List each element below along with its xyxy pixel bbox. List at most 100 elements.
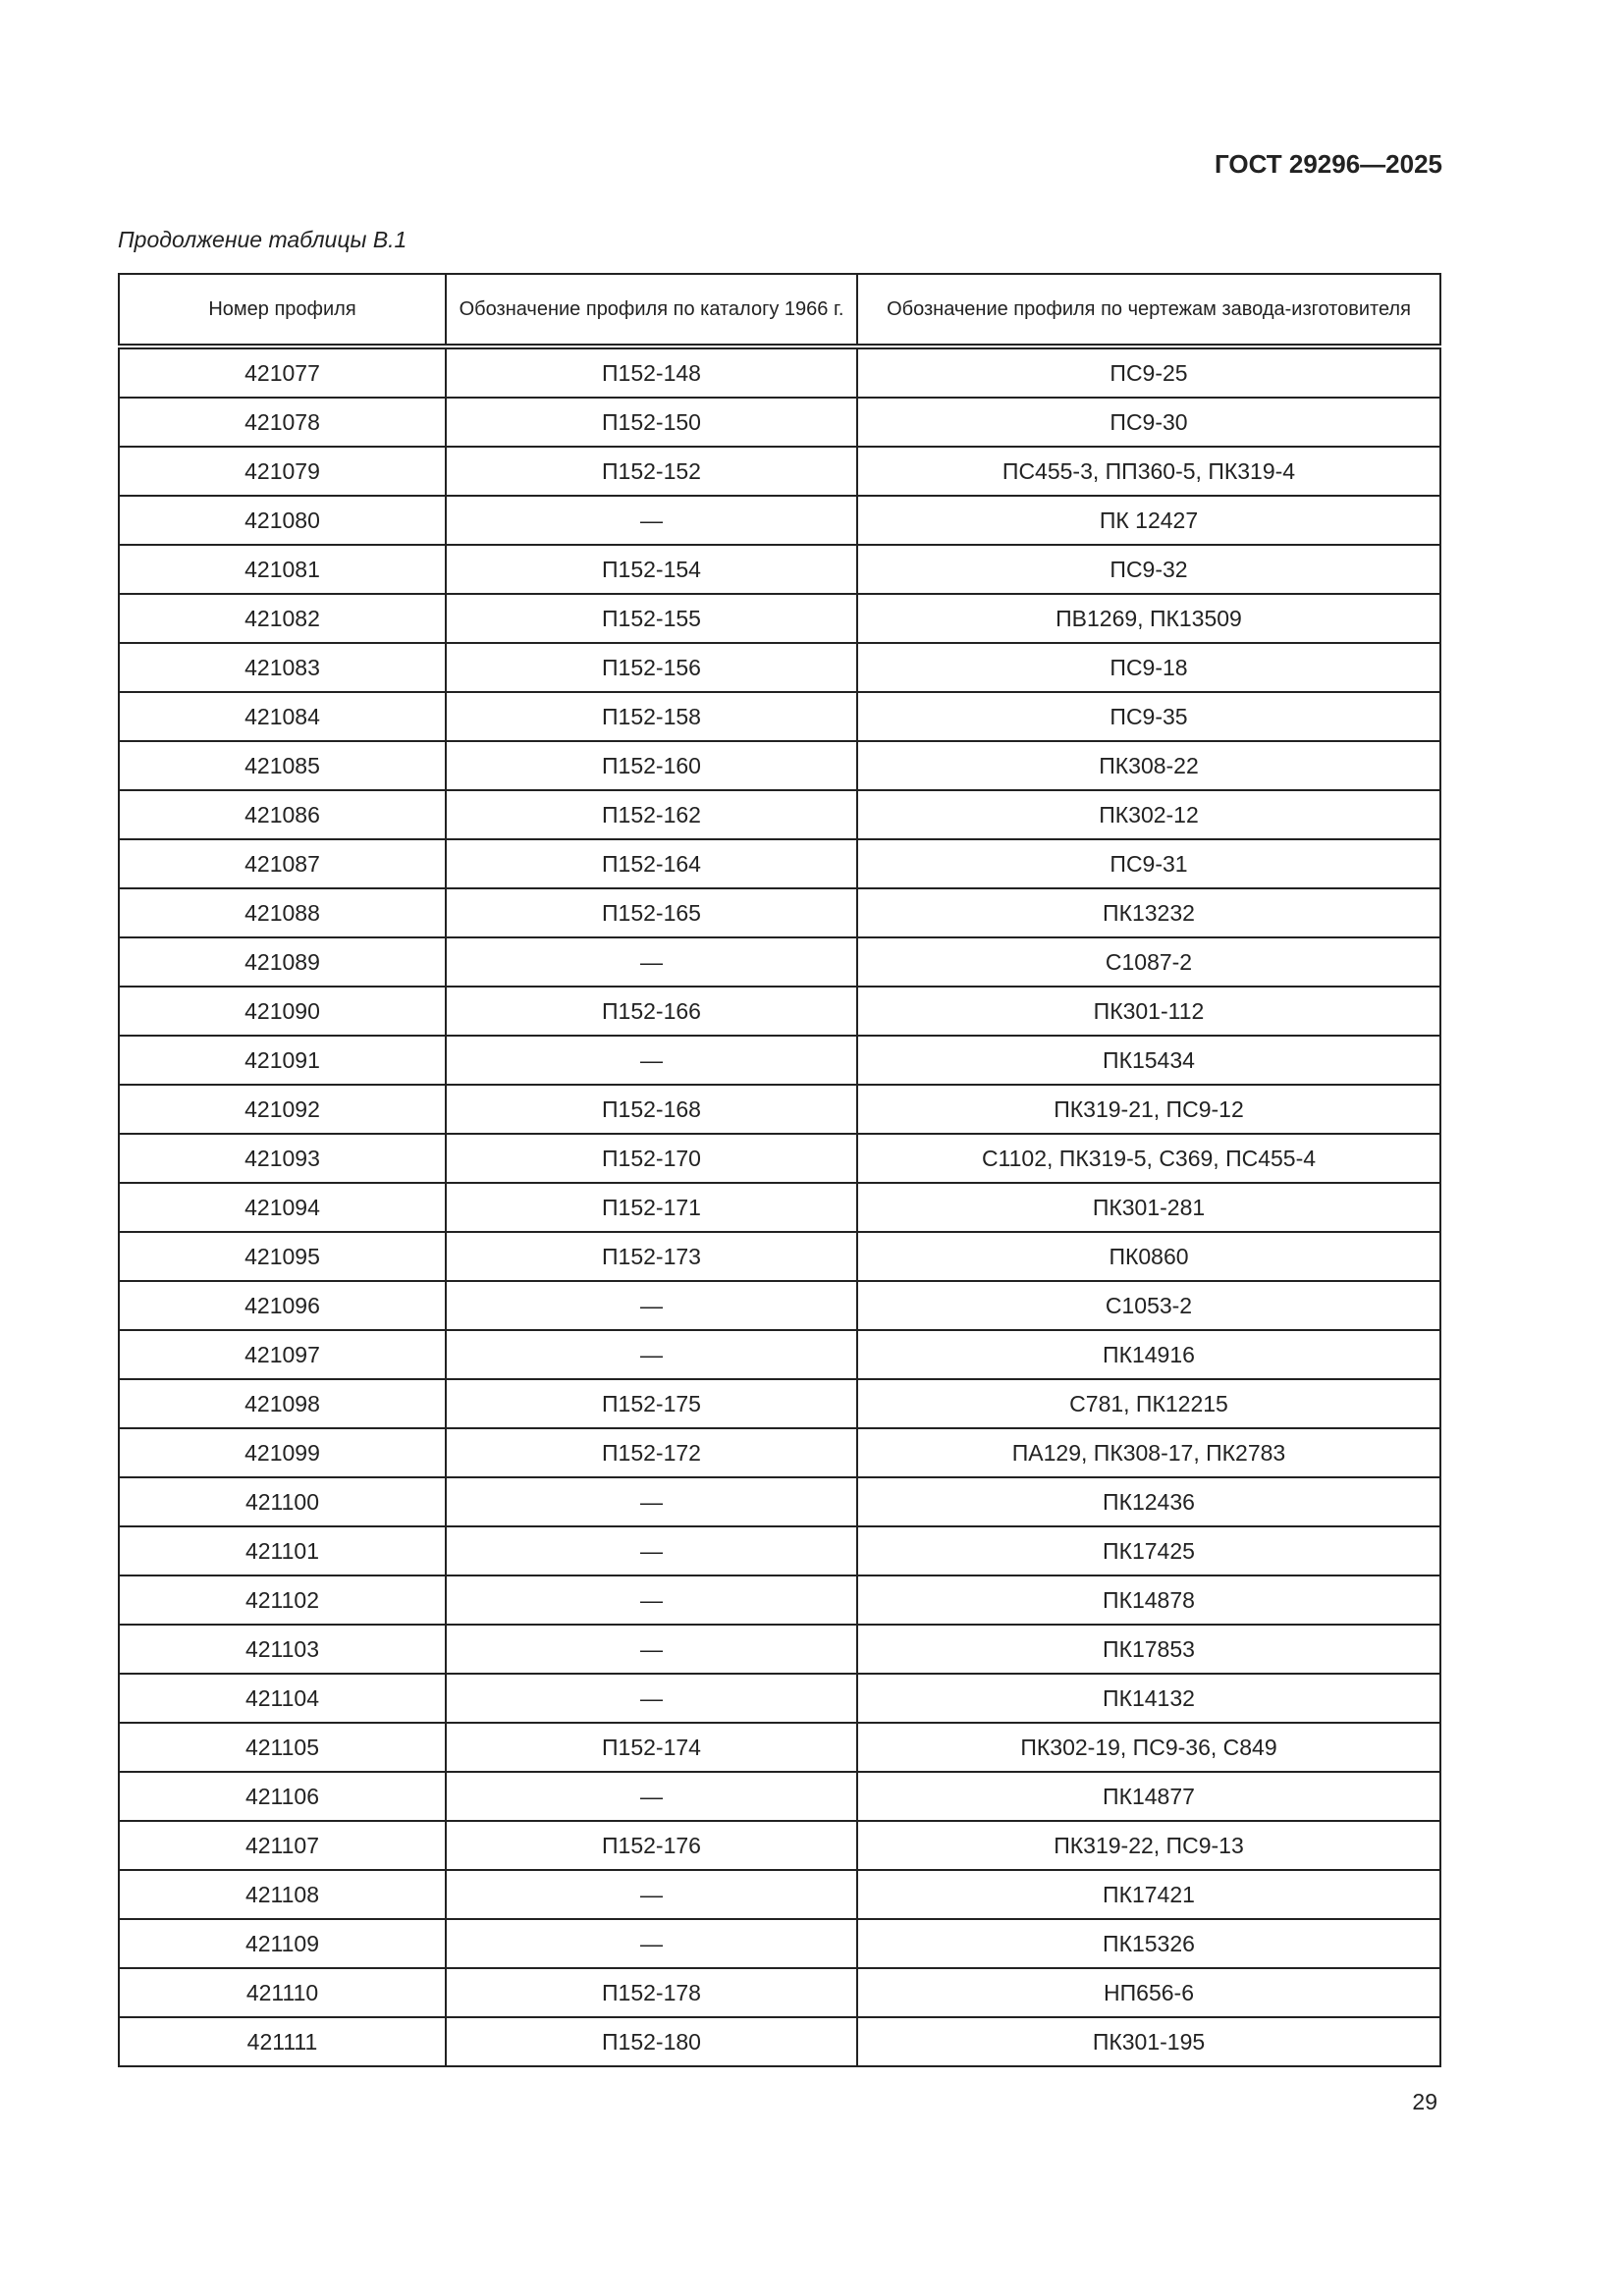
- table-row: 421080— ПК 12427: [118, 495, 1441, 546]
- table-row: 421083 П152-156 ПС9-18: [118, 642, 1441, 693]
- cell-catalog-1966: П152-165: [445, 887, 858, 938]
- cell-manufacturer-drawing: ПК0860: [856, 1231, 1441, 1282]
- cell-profile-number: 421109: [118, 1918, 447, 1969]
- cell-manufacturer-drawing: ПК302-12: [856, 789, 1441, 840]
- cell-profile-number: 421095: [118, 1231, 447, 1282]
- cell-catalog-1966: —: [445, 1575, 858, 1626]
- cell-catalog-1966: —: [445, 1035, 858, 1086]
- cell-manufacturer-drawing: ПС9-35: [856, 691, 1441, 742]
- cell-profile-number: 421107: [118, 1820, 447, 1871]
- profile-table: Номер профиля Обозначение профиля по кат…: [118, 273, 1441, 2067]
- cell-profile-number: 421098: [118, 1378, 447, 1429]
- column-header-profile-number: Номер профиля: [118, 273, 447, 349]
- cell-manufacturer-drawing: ПК301-112: [856, 986, 1441, 1037]
- cell-manufacturer-drawing: ПК14132: [856, 1673, 1441, 1724]
- cell-profile-number: 421105: [118, 1722, 447, 1773]
- table-header-row: Номер профиля Обозначение профиля по кат…: [118, 273, 1441, 349]
- table-row: 421082 П152-155 ПВ1269, ПК13509: [118, 593, 1441, 644]
- cell-manufacturer-drawing: ПК13232: [856, 887, 1441, 938]
- cell-catalog-1966: П152-171: [445, 1182, 858, 1233]
- cell-profile-number: 421083: [118, 642, 447, 693]
- table-row: 421107 П152-176 ПК319-22, ПС9-13: [118, 1820, 1441, 1871]
- table-row: 421097— ПК14916: [118, 1329, 1441, 1380]
- cell-manufacturer-drawing: ПК319-21, ПС9-12: [856, 1084, 1441, 1135]
- table-row: 421081 П152-154 ПС9-32: [118, 544, 1441, 595]
- cell-manufacturer-drawing: ПК 12427: [856, 495, 1441, 546]
- table-row: 421108— ПК17421: [118, 1869, 1441, 1920]
- cell-profile-number: 421079: [118, 446, 447, 497]
- cell-profile-number: 421086: [118, 789, 447, 840]
- table-row: 421100— ПК12436: [118, 1476, 1441, 1527]
- cell-profile-number: 421087: [118, 838, 447, 889]
- table-row: 421102— ПК14878: [118, 1575, 1441, 1626]
- cell-profile-number: 421090: [118, 986, 447, 1037]
- cell-catalog-1966: —: [445, 1673, 858, 1724]
- cell-catalog-1966: П152-164: [445, 838, 858, 889]
- cell-profile-number: 421089: [118, 936, 447, 988]
- document-id: ГОСТ 29296—2025: [1215, 149, 1442, 179]
- cell-catalog-1966: —: [445, 1918, 858, 1969]
- table-caption: Продолжение таблицы В.1: [118, 227, 407, 252]
- cell-catalog-1966: П152-168: [445, 1084, 858, 1135]
- cell-manufacturer-drawing: ПК17853: [856, 1624, 1441, 1675]
- table-row: 421078 П152-150 ПС9-30: [118, 397, 1441, 448]
- page-number: 29: [1412, 2089, 1437, 2114]
- cell-catalog-1966: —: [445, 1280, 858, 1331]
- cell-profile-number: 421092: [118, 1084, 447, 1135]
- cell-catalog-1966: П152-174: [445, 1722, 858, 1773]
- cell-manufacturer-drawing: С1053-2: [856, 1280, 1441, 1331]
- cell-catalog-1966: П152-175: [445, 1378, 858, 1429]
- table-row: 421077 П152-148 ПС9-25: [118, 346, 1441, 399]
- cell-profile-number: 421099: [118, 1427, 447, 1478]
- cell-profile-number: 421108: [118, 1869, 447, 1920]
- cell-profile-number: 421094: [118, 1182, 447, 1233]
- table-row: 421099 П152-172 ПА129, ПК308-17, ПК2783: [118, 1427, 1441, 1478]
- cell-profile-number: 421091: [118, 1035, 447, 1086]
- cell-profile-number: 421077: [118, 346, 447, 399]
- cell-manufacturer-drawing: ПК14916: [856, 1329, 1441, 1380]
- table-row: 421086 П152-162 ПК302-12: [118, 789, 1441, 840]
- cell-manufacturer-drawing: ПС9-30: [856, 397, 1441, 448]
- cell-profile-number: 421082: [118, 593, 447, 644]
- cell-catalog-1966: П152-158: [445, 691, 858, 742]
- cell-catalog-1966: П152-178: [445, 1967, 858, 2018]
- table-row: 421096— С1053-2: [118, 1280, 1441, 1331]
- table-row: 421087 П152-164 ПС9-31: [118, 838, 1441, 889]
- cell-profile-number: 421097: [118, 1329, 447, 1380]
- cell-manufacturer-drawing: ПК319-22, ПС9-13: [856, 1820, 1441, 1871]
- cell-manufacturer-drawing: С781, ПК12215: [856, 1378, 1441, 1429]
- cell-profile-number: 421080: [118, 495, 447, 546]
- cell-profile-number: 421085: [118, 740, 447, 791]
- table-row: 421089— С1087-2: [118, 936, 1441, 988]
- cell-catalog-1966: —: [445, 495, 858, 546]
- cell-catalog-1966: П152-176: [445, 1820, 858, 1871]
- cell-manufacturer-drawing: ПС9-25: [856, 346, 1441, 399]
- cell-profile-number: 421102: [118, 1575, 447, 1626]
- cell-profile-number: 421106: [118, 1771, 447, 1822]
- cell-profile-number: 421093: [118, 1133, 447, 1184]
- cell-catalog-1966: П152-166: [445, 986, 858, 1037]
- table-row: 421106— ПК14877: [118, 1771, 1441, 1822]
- cell-catalog-1966: П152-154: [445, 544, 858, 595]
- cell-profile-number: 421078: [118, 397, 447, 448]
- cell-manufacturer-drawing: ПК17421: [856, 1869, 1441, 1920]
- table-row: 421090 П152-166 ПК301-112: [118, 986, 1441, 1037]
- cell-manufacturer-drawing: ПС9-18: [856, 642, 1441, 693]
- cell-manufacturer-drawing: ПК14877: [856, 1771, 1441, 1822]
- cell-profile-number: 421100: [118, 1476, 447, 1527]
- table-row: 421094 П152-171 ПК301-281: [118, 1182, 1441, 1233]
- cell-profile-number: 421101: [118, 1525, 447, 1576]
- table-row: 421085 П152-160 ПК308-22: [118, 740, 1441, 791]
- table-row: 421084 П152-158 ПС9-35: [118, 691, 1441, 742]
- cell-manufacturer-drawing: ПС9-31: [856, 838, 1441, 889]
- cell-manufacturer-drawing: ПК17425: [856, 1525, 1441, 1576]
- cell-manufacturer-drawing: ПК308-22: [856, 740, 1441, 791]
- table-row: 421088 П152-165 ПК13232: [118, 887, 1441, 938]
- cell-catalog-1966: —: [445, 1525, 858, 1576]
- table-row: 421093 П152-170 С1102, ПК319-5, С369, ПС45…: [118, 1133, 1441, 1184]
- table-row: 421098 П152-175 С781, ПК12215: [118, 1378, 1441, 1429]
- cell-manufacturer-drawing: ПС455-3, ПП360-5, ПК319-4: [856, 446, 1441, 497]
- cell-profile-number: 421104: [118, 1673, 447, 1724]
- cell-catalog-1966: —: [445, 1624, 858, 1675]
- cell-manufacturer-drawing: ПК15434: [856, 1035, 1441, 1086]
